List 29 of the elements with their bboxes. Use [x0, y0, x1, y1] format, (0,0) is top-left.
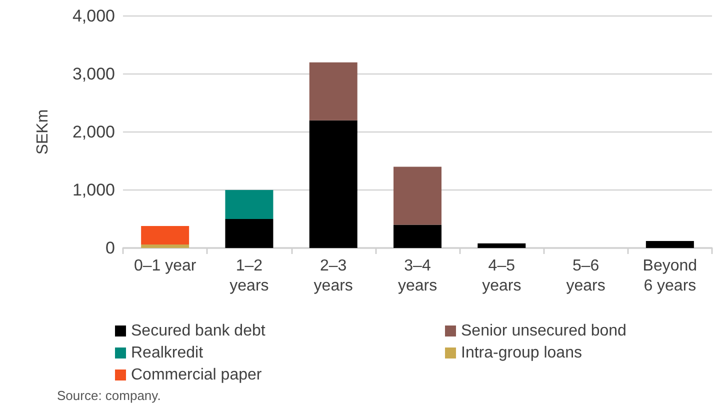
y-axis-title: SEKm	[34, 109, 52, 155]
bar	[225, 219, 274, 248]
y-tick-label: 4,000	[72, 6, 115, 26]
bar	[141, 244, 190, 248]
x-tick-label: 3–4 years	[398, 258, 438, 294]
legend-label: Intra-group loans	[461, 344, 582, 362]
bar	[309, 120, 358, 248]
bar	[309, 62, 358, 120]
y-tick-label: 1,000	[72, 180, 115, 200]
bar	[225, 190, 274, 219]
bar	[394, 166, 442, 225]
x-tick-label: 5–6 years	[566, 258, 606, 294]
x-tick-label: Beyond 6 years	[642, 258, 698, 294]
legend-label: Secured bank debt	[131, 322, 266, 340]
y-tick-label: 3,000	[72, 64, 115, 84]
legend-label: Commercial paper	[131, 366, 262, 384]
bar	[394, 224, 442, 248]
x-tick-label: 0–1 year	[134, 258, 197, 274]
legend-label: Senior unsecured bond	[461, 322, 626, 340]
x-tick-label: 1–2 years	[230, 258, 269, 294]
y-tick-label: 2,000	[72, 122, 115, 142]
source-note: Source: company.	[57, 388, 161, 403]
x-tick-label: 4–5 years	[482, 258, 522, 294]
bar	[141, 226, 190, 245]
bar	[646, 241, 694, 248]
legend-label: Realkredit	[131, 344, 204, 362]
y-tick-label: 0	[106, 238, 115, 258]
bar	[478, 243, 526, 248]
x-tick-label: 2–3 years	[314, 258, 353, 294]
